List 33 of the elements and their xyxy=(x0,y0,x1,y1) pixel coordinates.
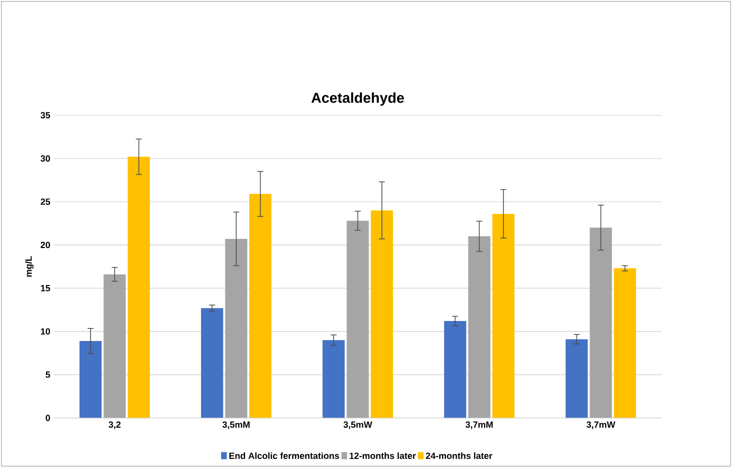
legend-label: 24-months later xyxy=(426,452,492,460)
bar xyxy=(468,236,490,418)
y-tick-label: 20 xyxy=(40,242,50,248)
y-tick-label: 0 xyxy=(46,414,50,422)
x-tick-label: 3,7mW xyxy=(586,422,616,430)
bar xyxy=(249,194,272,418)
y-tick-label: 25 xyxy=(40,198,50,206)
bar xyxy=(590,228,612,418)
y-tick-label: 35 xyxy=(40,112,50,119)
bar xyxy=(104,274,126,418)
y-tick-label: 10 xyxy=(40,328,50,335)
x-tick-label: 3,5mM xyxy=(222,422,250,430)
legend-label: End Alcolic fermentations xyxy=(229,452,340,460)
bar xyxy=(201,308,224,418)
bar xyxy=(614,268,636,418)
y-axis-title: mg/L xyxy=(25,256,34,277)
bar xyxy=(492,214,514,418)
bar xyxy=(566,339,588,418)
y-tick-label: 5 xyxy=(46,372,50,378)
bar xyxy=(128,156,150,418)
bar xyxy=(322,340,345,418)
bar xyxy=(225,239,248,418)
y-tick-label: 30 xyxy=(40,156,50,162)
bar xyxy=(444,321,466,418)
legend-label: 12-months later xyxy=(350,452,416,460)
bar xyxy=(346,220,369,418)
x-tick-label: 3,2 xyxy=(108,422,121,430)
y-tick-label: 15 xyxy=(40,285,50,292)
bar xyxy=(370,210,393,418)
bar xyxy=(79,341,102,418)
x-tick-label: 3,5mW xyxy=(343,422,372,430)
chart-title: Acetaldehyde xyxy=(311,92,404,106)
x-tick-label: 3,7mM xyxy=(466,422,493,430)
